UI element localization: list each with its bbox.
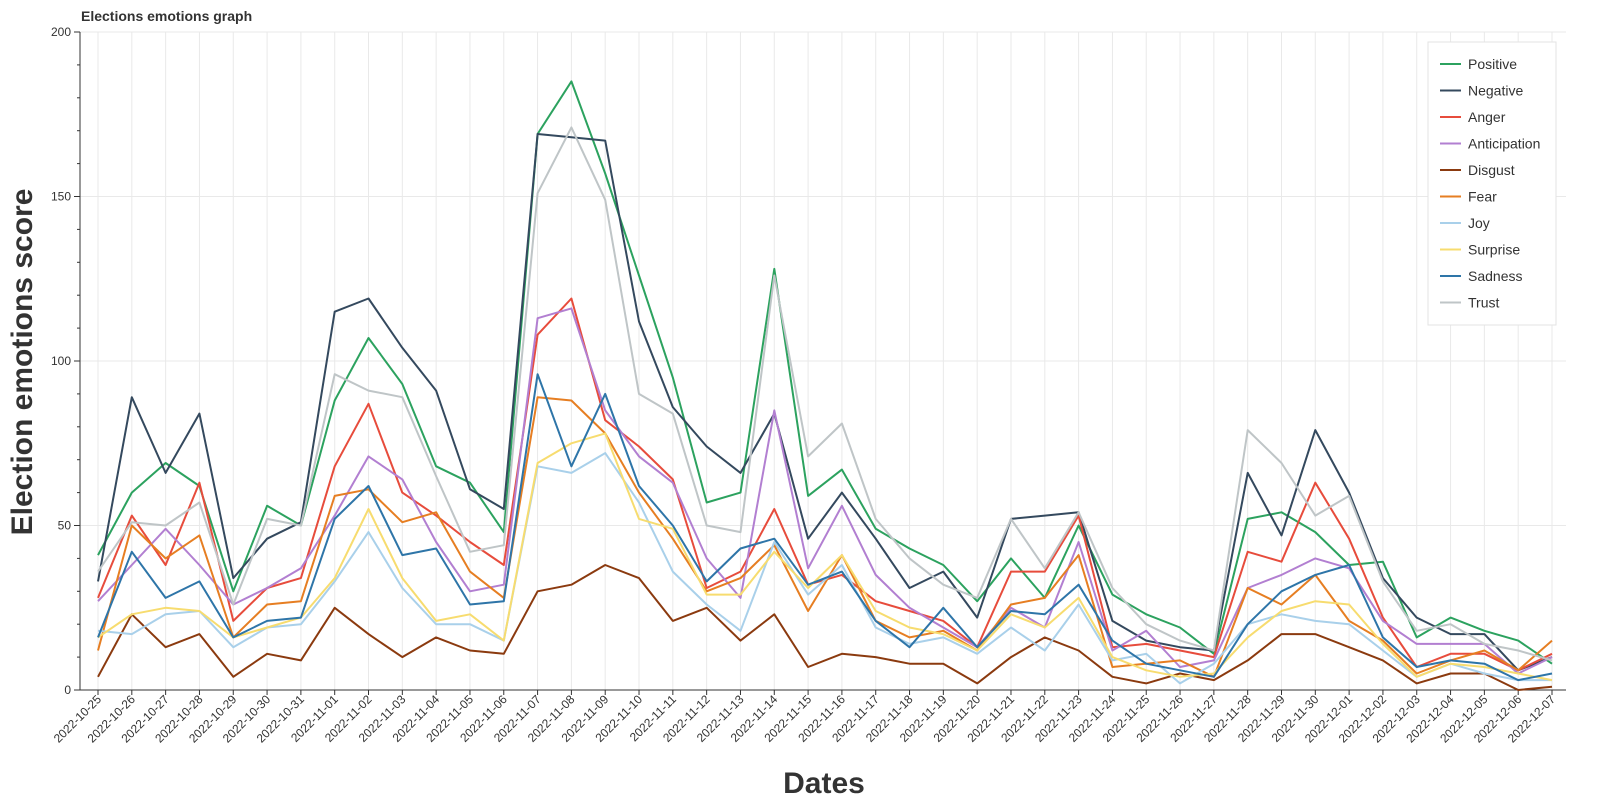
y-axis-label: Election emotions score: [6, 189, 39, 536]
y-tick-label: 100: [51, 354, 71, 368]
series-line-surprise: [97, 432, 1553, 682]
series-line-anticipation: [97, 307, 1553, 675]
legend-label-disgust: Disgust: [1468, 162, 1515, 178]
legend-box: [1427, 41, 1557, 326]
series-line-negative: [97, 133, 1553, 672]
legend: Positive Negative Anger Anticipation Disgust…: [1427, 41, 1557, 326]
chart-title: Elections emotions graph: [81, 8, 252, 24]
series-line-sadness: [97, 373, 1553, 682]
legend-label-joy: Joy: [1468, 215, 1490, 231]
y-tick-label: 200: [51, 25, 71, 39]
series-line-trust: [97, 126, 1553, 662]
legend-label-positive: Positive: [1468, 56, 1517, 72]
legend-label-sadness: Sadness: [1468, 268, 1522, 284]
series-line-joy: [97, 452, 1552, 685]
x-axis-label: Dates: [783, 767, 865, 800]
y-ticks: 0 50 100 150 200: [51, 25, 80, 697]
series-lines: [97, 80, 1553, 691]
y-tick-label: 150: [51, 190, 71, 204]
legend-label-negative: Negative: [1468, 83, 1523, 99]
series-line-fear: [97, 396, 1553, 678]
y-tick-label: 50: [58, 519, 72, 533]
legend-label-anticipation: Anticipation: [1468, 136, 1540, 152]
series-line-positive: [97, 80, 1553, 665]
legend-label-trust: Trust: [1468, 295, 1499, 311]
legend-label-surprise: Surprise: [1468, 242, 1520, 258]
legend-label-anger: Anger: [1468, 109, 1506, 125]
legend-label-fear: Fear: [1468, 189, 1497, 205]
x-ticks: 2022-10-252022-10-262022-10-272022-10-28…: [51, 690, 1558, 746]
series-line-disgust: [97, 564, 1553, 691]
y-tick-label: 0: [64, 683, 71, 697]
grid: [80, 31, 1566, 691]
